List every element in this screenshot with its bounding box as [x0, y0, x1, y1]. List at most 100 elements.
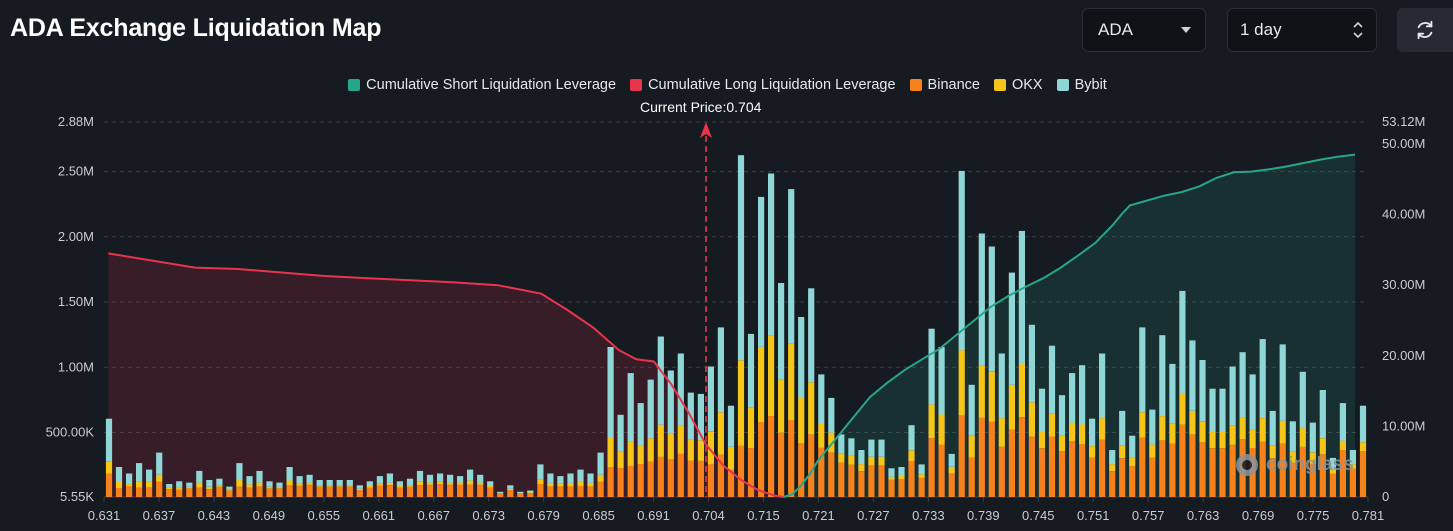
- chart-legend: Cumulative Short Liquidation Leverage Cu…: [0, 77, 1453, 93]
- bar-binance: [1169, 443, 1176, 497]
- bar-bybit: [647, 379, 654, 439]
- bar-bybit: [156, 452, 163, 475]
- bar-binance: [1079, 444, 1086, 497]
- legend-item-okx[interactable]: OKX: [993, 77, 1043, 93]
- bar-okx: [567, 482, 574, 487]
- bar-binance: [978, 417, 985, 497]
- legend-item-long[interactable]: Cumulative Long Liquidation Leverage: [630, 77, 896, 93]
- grid-lines: [104, 121, 1368, 498]
- bar-bybit: [1129, 435, 1136, 458]
- x-tick-label: 0.673: [472, 508, 505, 523]
- bar-okx: [457, 482, 464, 485]
- bar-binance: [166, 489, 173, 497]
- legend-item-binance[interactable]: Binance: [909, 77, 980, 93]
- bar-binance: [717, 454, 724, 497]
- bar-bybit: [416, 470, 424, 482]
- x-tick-label: 0.649: [253, 508, 286, 523]
- bar-bybit: [838, 434, 845, 454]
- current-price-label: Current Price:0.704: [640, 99, 762, 115]
- bar-okx: [1239, 417, 1246, 440]
- bar-binance: [727, 469, 735, 497]
- bar-bybit: [236, 463, 243, 481]
- bar-bybit: [868, 439, 875, 457]
- bar-binance: [657, 456, 664, 497]
- x-tick-label: 0.781: [1352, 508, 1385, 523]
- bar-okx: [858, 464, 865, 472]
- bar-binance: [758, 422, 765, 497]
- bar-binance: [737, 445, 745, 497]
- legend-item-bybit[interactable]: Bybit: [1056, 77, 1107, 93]
- bar-okx: [677, 425, 684, 454]
- bar-binance: [1359, 451, 1367, 497]
- x-axis: 0.631 0.637 0.643 0.649 0.655 0.661 0.667 0.673…: [88, 497, 1385, 523]
- bar-bybit: [1028, 324, 1035, 403]
- bar-binance: [1209, 448, 1216, 497]
- bar-binance: [828, 452, 835, 497]
- bar-bybit: [437, 473, 444, 482]
- bar-bybit: [988, 246, 995, 372]
- bar-bybit: [386, 473, 393, 483]
- bar-bybit: [818, 374, 825, 424]
- bar-bybit: [1219, 388, 1226, 432]
- bar-bybit: [798, 317, 805, 398]
- bar-bybit: [717, 327, 724, 413]
- bar-bybit: [1189, 340, 1196, 411]
- bar-bybit: [1139, 327, 1146, 413]
- coin-select-value: ADA: [1098, 20, 1133, 39]
- x-tick-label: 0.745: [1022, 508, 1055, 523]
- y-right-tick-label: 50.00M: [1382, 136, 1425, 151]
- bar-bybit: [266, 481, 273, 487]
- bar-binance: [557, 486, 564, 497]
- bar-okx: [1329, 469, 1336, 474]
- bar-okx: [808, 382, 815, 435]
- legend-item-short[interactable]: Cumulative Short Liquidation Leverage: [348, 77, 616, 93]
- bar-bybit: [146, 469, 153, 482]
- coin-select[interactable]: ADA: [1082, 8, 1206, 52]
- bar-okx: [186, 487, 193, 489]
- bar-binance: [948, 473, 955, 497]
- bar-okx: [216, 485, 223, 487]
- bar-bybit: [637, 403, 644, 446]
- y-right-tick-label: 40.00M: [1382, 207, 1425, 222]
- bar-binance: [1279, 443, 1286, 497]
- bar-okx: [426, 482, 434, 485]
- refresh-icon: [1417, 20, 1433, 40]
- bar-binance: [406, 487, 414, 497]
- bar-binance: [858, 471, 865, 497]
- refresh-button[interactable]: [1397, 8, 1453, 52]
- bar-bybit: [226, 486, 233, 490]
- bar-binance: [1319, 454, 1326, 497]
- bar-bybit: [276, 482, 283, 487]
- cumulative-long-area: [108, 253, 784, 497]
- bar-okx: [105, 461, 113, 474]
- bar-bybit: [1169, 363, 1176, 424]
- x-tick-label: 0.733: [912, 508, 945, 523]
- bar-binance: [1229, 444, 1236, 497]
- bar-okx: [617, 451, 624, 469]
- bar-okx: [1269, 445, 1276, 459]
- bar-okx: [788, 343, 795, 421]
- bar-okx: [1119, 445, 1126, 459]
- bar-okx: [1018, 363, 1025, 418]
- bar-binance: [567, 486, 574, 497]
- bar-binance: [1028, 436, 1035, 497]
- bar-binance: [647, 461, 654, 497]
- bar-binance: [818, 447, 825, 497]
- bar-bybit: [677, 353, 684, 426]
- bar-binance: [336, 486, 343, 497]
- x-tick-label: 0.721: [802, 508, 835, 523]
- bar-series: [105, 155, 1367, 497]
- bar-binance: [426, 484, 434, 497]
- bar-bybit: [457, 476, 464, 483]
- bar-okx: [878, 456, 885, 466]
- bar-binance: [958, 415, 965, 497]
- bar-binance: [126, 486, 133, 497]
- bar-binance: [687, 460, 694, 497]
- bar-okx: [888, 476, 895, 480]
- time-range-select[interactable]: 1 day: [1227, 8, 1377, 52]
- bar-binance: [1189, 434, 1196, 497]
- bar-okx: [487, 486, 494, 488]
- bar-binance: [1339, 450, 1346, 497]
- bar-binance: [246, 487, 253, 497]
- bar-okx: [1149, 444, 1156, 458]
